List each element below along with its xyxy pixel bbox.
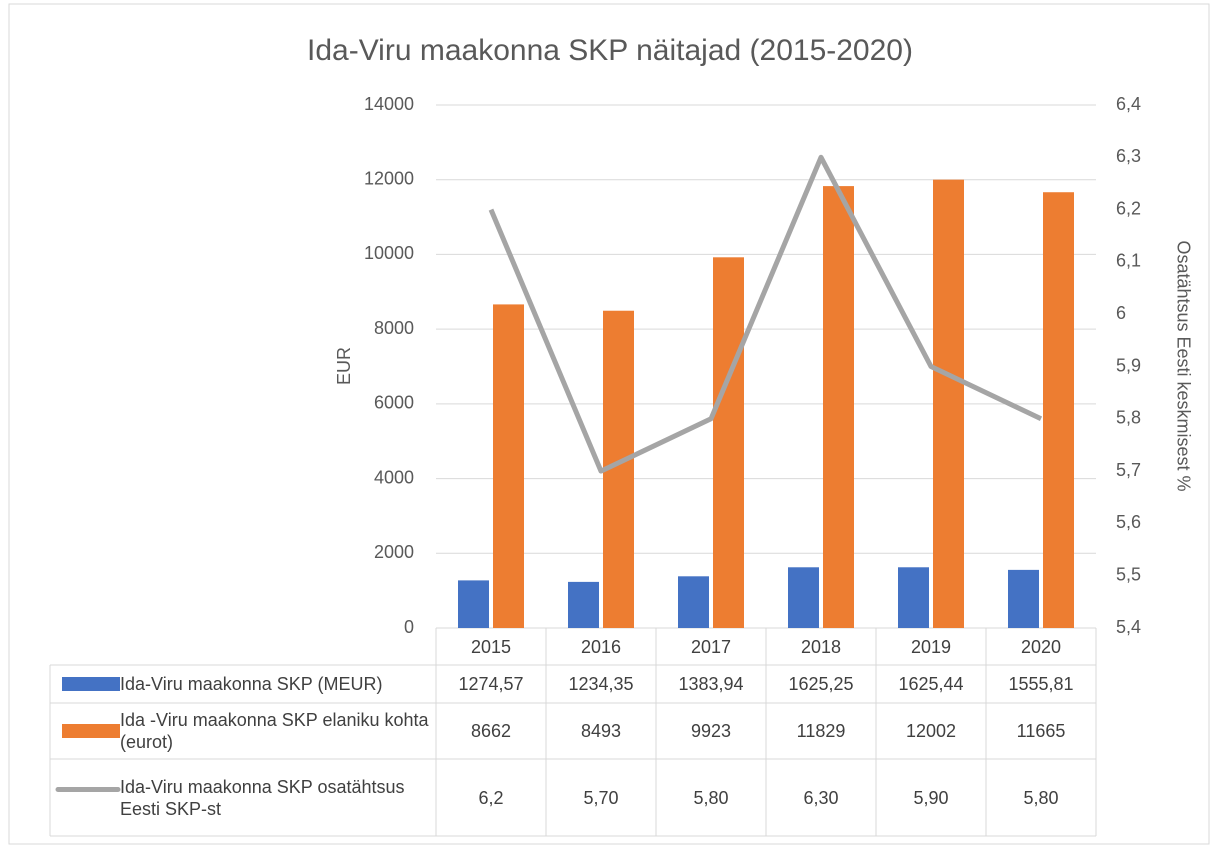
bar [713,257,744,628]
legend-key [62,724,120,738]
y-axis-label: EUR [334,347,354,385]
chart-title: Ida-Viru maakonna SKP näitajad (2015-202… [307,34,913,67]
data-label: 1625,25 [788,674,854,694]
bar [898,567,929,628]
y-tick-label: 2000 [374,542,414,562]
y-tick-label: 6000 [374,393,414,413]
data-label: 5,70 [583,787,619,808]
bar [1008,569,1039,628]
line [488,154,1043,474]
data-label: 1625,44 [898,674,964,694]
bar [823,186,854,628]
data-label: 8662 [470,721,512,741]
y2-tick-label: 5,4 [1116,617,1141,637]
data-label: 6,2 [478,787,504,808]
bar [933,179,964,628]
legend-label: Ida -Viru maakonna SKP elaniku kohta (eu… [120,710,429,752]
bar [493,304,524,628]
y-tick-label: 12000 [364,168,414,188]
y2-tick-label: 5,7 [1116,460,1141,480]
x-tick-label: 2020 [1020,636,1062,657]
legend-label: Ida-Viru maakonna SKP osatähtsus Eesti S… [120,776,405,819]
data-label: 11829 [796,721,846,741]
y-tick-label: 0 [404,617,414,637]
data-label: 9923 [690,721,732,741]
y2-tick-label: 5,5 [1116,564,1141,584]
data-label: 5,80 [693,787,729,808]
y2-tick-label: 5,8 [1116,408,1141,428]
data-label: 11665 [1016,721,1066,741]
y-tick-label: 4000 [374,467,414,487]
data-label: 5,80 [1023,787,1059,808]
data-label: 6,30 [803,787,839,808]
bar [458,580,489,628]
y2-axis-label: Osatähtsus Eesti keskmisest % [1173,240,1193,491]
data-label: 5,90 [913,787,949,808]
legend-key [62,677,120,691]
y2-tick-label: 6,3 [1116,146,1141,166]
bar [1043,192,1074,628]
y2-tick-label: 6,4 [1116,94,1141,114]
y-tick-label: 8000 [374,318,414,338]
y2-tick-label: 5,9 [1116,355,1141,375]
data-label: 1383,94 [678,674,744,694]
x-tick-label: 2016 [580,636,622,657]
bar [678,576,709,628]
data-label: 1555,81 [1008,674,1074,694]
y2-tick-label: 6,1 [1116,251,1141,271]
x-tick-label: 2015 [470,636,512,657]
x-tick-label: 2019 [910,636,952,657]
y2-tick-label: 6 [1116,303,1126,323]
y-tick-label: 10000 [364,243,414,263]
x-tick-label: 2018 [800,636,842,657]
data-label: 12002 [905,721,957,741]
legend-label: Ida-Viru maakonna SKP (MEUR) [120,674,383,694]
y2-tick-label: 5,6 [1116,512,1141,532]
data-label: 8493 [580,721,622,741]
data-label: 1274,57 [458,674,524,694]
bar [568,581,599,628]
data-label: 1234,35 [568,674,634,694]
x-tick-label: 2017 [690,636,732,657]
y-tick-label: 14000 [364,94,414,114]
bar [788,567,819,628]
y2-tick-label: 6,2 [1116,198,1141,218]
